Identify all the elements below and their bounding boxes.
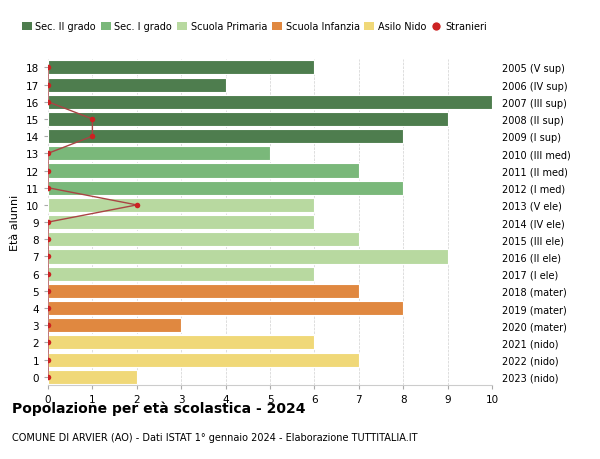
Bar bbox=[48, 319, 181, 333]
Bar bbox=[48, 233, 359, 247]
Bar bbox=[48, 370, 137, 384]
Bar bbox=[48, 147, 270, 161]
Bar bbox=[48, 353, 359, 367]
Bar bbox=[48, 112, 448, 127]
Bar bbox=[48, 181, 403, 196]
Bar bbox=[48, 267, 314, 281]
Bar bbox=[48, 284, 359, 298]
Text: Popolazione per età scolastica - 2024: Popolazione per età scolastica - 2024 bbox=[12, 401, 305, 415]
Bar bbox=[48, 302, 403, 315]
Bar bbox=[48, 78, 226, 92]
Bar bbox=[48, 336, 314, 350]
Y-axis label: Età alunni: Età alunni bbox=[10, 195, 20, 251]
Bar bbox=[48, 61, 314, 75]
Bar bbox=[48, 198, 314, 213]
Legend: Sec. II grado, Sec. I grado, Scuola Primaria, Scuola Infanzia, Asilo Nido, Stran: Sec. II grado, Sec. I grado, Scuola Prim… bbox=[22, 22, 487, 32]
Bar bbox=[48, 250, 448, 264]
Bar bbox=[48, 164, 359, 178]
Bar bbox=[48, 130, 403, 144]
Bar bbox=[48, 216, 314, 230]
Bar bbox=[48, 95, 492, 110]
Text: COMUNE DI ARVIER (AO) - Dati ISTAT 1° gennaio 2024 - Elaborazione TUTTITALIA.IT: COMUNE DI ARVIER (AO) - Dati ISTAT 1° ge… bbox=[12, 431, 418, 442]
